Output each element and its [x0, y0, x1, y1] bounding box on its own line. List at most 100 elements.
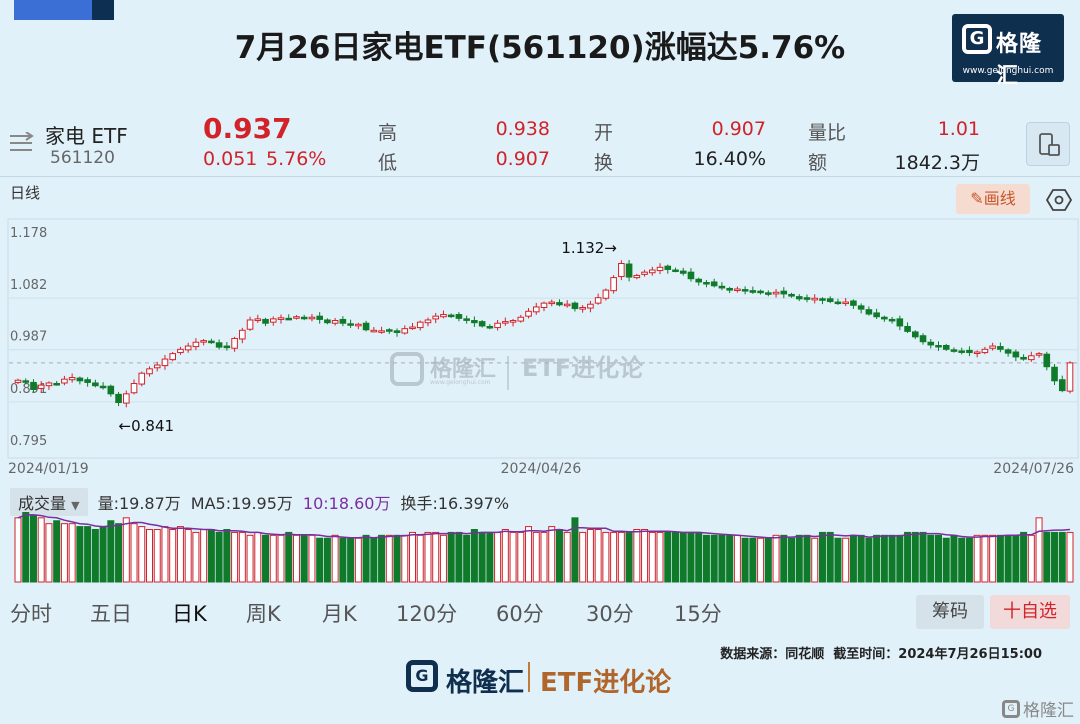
y-tick-label: 0.987: [10, 330, 47, 345]
candle-body: [502, 321, 509, 324]
etf-name[interactable]: 家电 ETF: [45, 124, 128, 148]
candle-body: [648, 269, 656, 274]
candlestick-chart[interactable]: 格隆汇 www.gelonghui.com ETF进化论 1.178 1.082 0…: [0, 218, 1080, 480]
volume-bar: [1066, 531, 1074, 583]
watermark-brand: 格隆汇: [430, 356, 496, 382]
volume-bar: [501, 529, 509, 583]
dropdown-caret-icon: ▼: [71, 499, 80, 512]
candle-body: [138, 372, 146, 385]
volume-bar: [169, 529, 177, 583]
tab-0[interactable]: 分时: [10, 602, 52, 626]
candle-body: [919, 335, 927, 343]
volume-bar: [749, 537, 757, 583]
volume-bar: [919, 531, 927, 583]
candle-body: [277, 317, 285, 320]
tab-7[interactable]: 30分: [586, 602, 634, 626]
candle-body: [331, 320, 339, 324]
candle-body: [68, 377, 76, 381]
candle-body: [826, 298, 834, 303]
period-label: 日线: [10, 184, 41, 202]
volume-bar: [153, 529, 161, 583]
volume-bar: [517, 531, 525, 583]
chip-button[interactable]: 筹码: [916, 595, 984, 629]
open-label: 开: [594, 122, 614, 144]
volume-bar: [486, 531, 494, 583]
volume-bar: [927, 534, 935, 583]
candle-body: [200, 340, 207, 343]
add-favorite-button[interactable]: 十自选: [990, 595, 1070, 629]
candle-body: [950, 349, 958, 352]
candle-body: [1066, 362, 1074, 392]
candle-body: [571, 302, 579, 310]
candle-body: [927, 341, 935, 346]
vol-ratio-value: 1.01: [937, 118, 980, 140]
candle-body: [107, 385, 115, 395]
corner-g-icon: G: [1002, 699, 1020, 718]
candle-body: [741, 289, 749, 292]
candle-body: [819, 298, 826, 301]
vol-ratio-label: 量比: [808, 122, 847, 144]
volume-bar: [192, 531, 200, 583]
volume-bar: [14, 517, 22, 583]
volume-bar: [904, 531, 912, 583]
candle-body: [703, 282, 710, 285]
volume-bar: [207, 529, 215, 583]
tab-6[interactable]: 60分: [496, 602, 544, 626]
candle-body: [370, 329, 378, 333]
volume-bar: [323, 537, 331, 583]
candle-body: [618, 262, 625, 278]
volume-bar: [347, 537, 355, 583]
settings-hexagon-icon[interactable]: [1046, 188, 1072, 212]
watermark-url: www.gelonghui.com: [430, 379, 491, 386]
volume-bar: [818, 531, 826, 583]
volume-bar: [146, 529, 153, 583]
volume-bar: [880, 534, 888, 583]
tab-4[interactable]: 月K: [322, 602, 357, 626]
menu-arrow-icon[interactable]: [10, 132, 36, 154]
candle-body: [22, 380, 30, 383]
y-tick-label: 0.795: [10, 434, 47, 449]
candle-body: [300, 316, 308, 320]
candle-body: [579, 306, 586, 310]
volume-bar: [641, 529, 649, 583]
volume-bar: [455, 531, 463, 583]
volume-bar: [1004, 534, 1012, 583]
watermark: 格隆汇 www.gelonghui.com ETF进化论: [390, 352, 644, 390]
tab-1[interactable]: 五日: [90, 602, 132, 626]
tab-3[interactable]: 周K: [246, 602, 281, 626]
volume-bar: [532, 531, 540, 583]
brand-logo: G 格隆汇 www.gelonghui.com: [952, 14, 1064, 89]
volume-bar: [416, 534, 424, 583]
candle-body: [563, 303, 571, 307]
volume-bar: [161, 526, 169, 583]
tab-8[interactable]: 15分: [674, 602, 722, 626]
volume-bar: [370, 537, 378, 583]
device-rotate-icon: [1039, 133, 1060, 156]
tab-2[interactable]: 日K: [172, 602, 207, 626]
candle-body: [911, 331, 919, 338]
volume-bar: [865, 537, 873, 583]
candle-body: [215, 342, 223, 348]
volume-bar: [22, 512, 30, 583]
candle-body: [254, 318, 262, 322]
candle-body: [432, 315, 440, 320]
candle-body: [84, 379, 91, 383]
landscape-button[interactable]: [1026, 122, 1070, 166]
indicator-dropdown[interactable]: 成交量 ▼: [10, 488, 88, 516]
candle-body: [757, 290, 764, 294]
tab-5[interactable]: 120分: [396, 602, 458, 626]
candle-body: [92, 382, 99, 387]
candle-body: [687, 271, 695, 280]
volume-chart[interactable]: [0, 512, 1080, 584]
candle-body: [850, 300, 857, 306]
candle-body: [857, 305, 865, 310]
volume-bar: [316, 537, 324, 583]
volume-bar: [385, 534, 393, 583]
candle-body: [989, 345, 996, 349]
volume-bar: [478, 531, 486, 583]
volume-bar: [594, 529, 602, 583]
candle-body: [935, 345, 942, 348]
draw-line-button[interactable]: ✎画线: [956, 184, 1030, 214]
candle-body: [153, 364, 161, 369]
high-label: 高: [378, 122, 398, 144]
